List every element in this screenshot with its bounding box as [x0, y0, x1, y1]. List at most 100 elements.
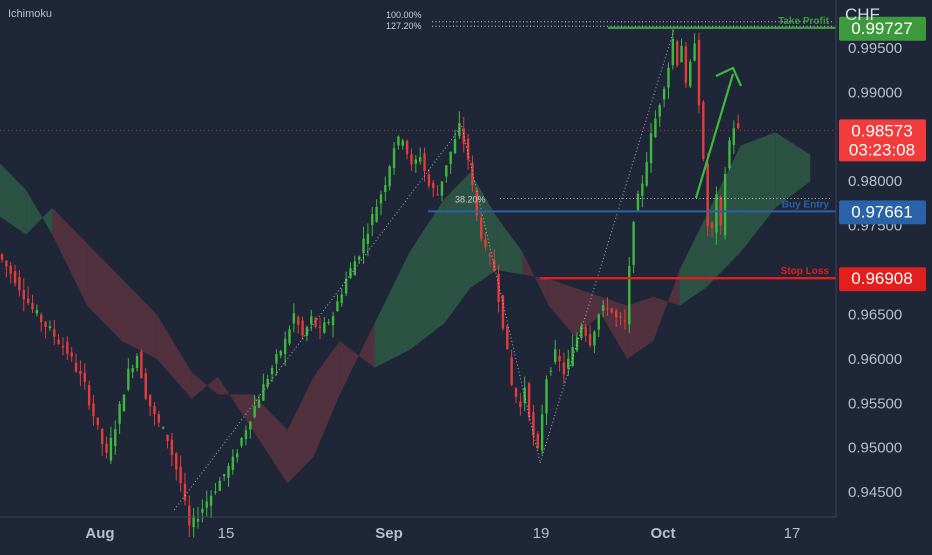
candle-body	[209, 495, 213, 506]
candle-body	[357, 256, 361, 260]
candle-body	[231, 456, 235, 470]
candle-body	[432, 182, 435, 189]
candle-body	[318, 326, 322, 328]
take-profit-label: Take Profit	[778, 16, 830, 27]
price-tick-label: 0.99500	[848, 40, 902, 57]
candle-body	[475, 189, 479, 216]
candle-body	[379, 194, 383, 204]
candle-body	[148, 394, 152, 407]
buy-entry-price-tag: 0.97661	[839, 200, 926, 225]
cloud-segment	[705, 145, 741, 288]
candle-body	[601, 305, 605, 311]
candle-body	[13, 271, 17, 284]
candle-body	[166, 434, 169, 441]
candle-body	[440, 181, 444, 196]
current-price-tag-text: 0.98573	[851, 121, 912, 140]
candle-body	[22, 290, 25, 300]
cloud-segment	[444, 172, 471, 324]
candle-body	[140, 351, 143, 379]
candle-body	[257, 399, 261, 408]
candle-body	[192, 515, 195, 528]
candle-body	[401, 140, 404, 146]
candle-body	[493, 259, 496, 272]
candle-body	[392, 148, 396, 169]
candle-body	[488, 255, 492, 257]
candle-body	[623, 320, 627, 322]
indicator-label: Ichimoku	[8, 8, 52, 20]
candle-body	[96, 417, 100, 426]
take-profit-price-tag-background	[839, 16, 926, 41]
candle-body	[161, 427, 165, 429]
candle-body	[519, 401, 522, 408]
candle-body	[436, 194, 439, 196]
candle-body	[732, 128, 736, 146]
candle-body	[723, 173, 727, 236]
candle-body	[70, 352, 73, 357]
candle-body	[362, 238, 365, 254]
candle-body	[497, 273, 500, 302]
candle-body	[654, 118, 657, 138]
candle-body	[715, 194, 718, 233]
candles	[0, 29, 740, 538]
current-price-tag-background	[839, 119, 926, 162]
candle-body	[222, 474, 226, 477]
candle-body	[693, 43, 696, 61]
candle-body	[35, 309, 39, 314]
time-tick-label: Sep	[375, 525, 403, 542]
candle-body	[135, 355, 139, 368]
candle-body	[632, 222, 635, 265]
buy-entry-price-tag-background	[839, 200, 926, 225]
candle-body	[388, 166, 391, 187]
cloud-segment	[548, 278, 575, 337]
candle-body	[127, 368, 130, 390]
price-tick-label: 0.94500	[848, 484, 902, 501]
candle-body	[397, 136, 400, 146]
cloud-segment	[217, 376, 253, 430]
price-tick-label: 0.95000	[848, 440, 902, 457]
candle-body	[0, 254, 4, 260]
candle-body	[702, 102, 705, 159]
candle-body	[122, 394, 126, 412]
time-tick-label: 17	[784, 525, 801, 542]
candle-body	[523, 387, 526, 403]
candle-body	[349, 268, 352, 279]
candle-body	[196, 518, 200, 522]
candle-body	[580, 326, 583, 339]
candle-body	[92, 403, 95, 417]
candle-body	[214, 491, 217, 493]
candle-body	[449, 151, 452, 165]
candle-body	[144, 373, 147, 399]
cloud-segment	[775, 132, 811, 208]
candle-body	[549, 370, 553, 372]
candle-body	[667, 67, 670, 88]
time-tick-label: 15	[218, 525, 235, 542]
cloud-segment	[52, 207, 88, 306]
candle-body	[279, 350, 282, 356]
candle-body	[79, 371, 82, 375]
candle-body	[658, 104, 661, 117]
candle-body	[310, 316, 313, 325]
cloud-segment	[87, 243, 122, 342]
candle-body	[292, 313, 296, 324]
candle-body	[157, 414, 161, 423]
candle-body	[183, 483, 187, 501]
candle-body	[301, 320, 304, 336]
candle-body	[562, 362, 566, 375]
candle-body	[327, 322, 330, 324]
cloud-segment	[653, 270, 680, 342]
stop-loss-price-tag-text: 0.96908	[851, 269, 912, 288]
candle-body	[26, 298, 30, 303]
candle-body	[87, 384, 91, 406]
stop-loss-price-tag: 0.96908	[839, 267, 926, 292]
candle-body	[610, 308, 614, 313]
candle-body	[527, 383, 531, 418]
candle-body	[418, 157, 422, 162]
candle-body	[606, 308, 609, 310]
fibonacci-label: 127.20%	[386, 21, 422, 31]
candle-body	[466, 138, 470, 160]
candle-body	[671, 38, 675, 66]
candle-body	[532, 412, 535, 437]
